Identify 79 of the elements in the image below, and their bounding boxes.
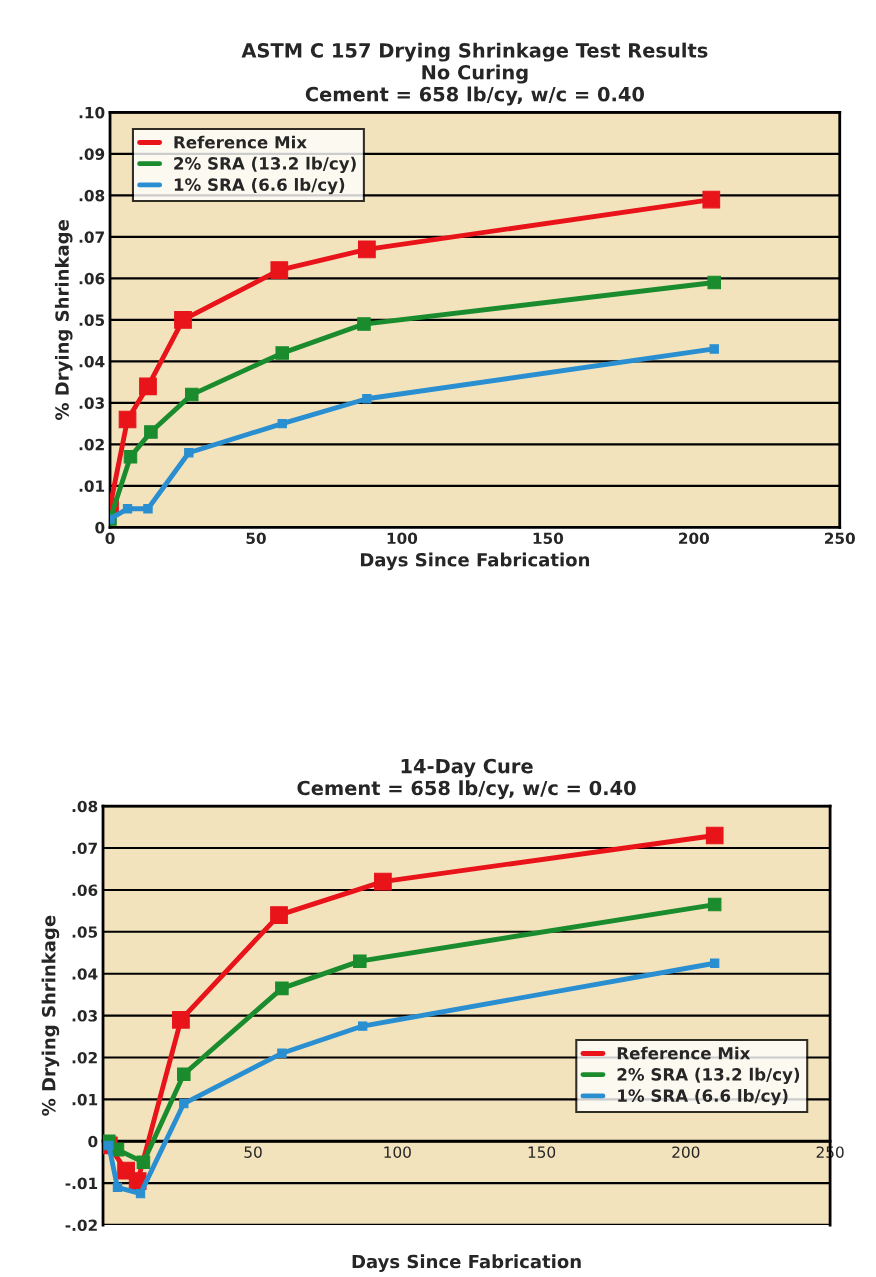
point [707, 275, 721, 290]
y-tick-label: .09 [79, 148, 105, 160]
point [136, 1155, 151, 1169]
x-tick-label: 200 [679, 532, 710, 545]
point [353, 954, 367, 968]
point [184, 387, 199, 402]
y-tick-label: .07 [79, 231, 104, 243]
y-tick-label: -.02 [65, 1219, 97, 1232]
legend-label: Reference Mix [617, 1046, 751, 1060]
x-tick-label: 50 [244, 1146, 262, 1158]
point [112, 1182, 123, 1193]
point [709, 344, 719, 354]
y-tick-label: .01 [79, 480, 105, 492]
y-axis-title: % Drying Shrinkage [41, 915, 60, 1116]
point [270, 261, 289, 279]
chart-title: 14-Day Cure [401, 758, 533, 778]
y-tick-label: .07 [72, 842, 97, 855]
point [123, 450, 138, 464]
legend-label: 2% SRA (13.2 lb/cy) [617, 1067, 800, 1085]
y-tick-label: .06 [72, 884, 98, 896]
legend-label: 1% SRA (6.6 lb/cy) [174, 178, 345, 195]
y-tick-label: .10 [79, 106, 105, 119]
x-tick-label: 0 [105, 532, 115, 545]
y-tick-label: .05 [72, 926, 98, 938]
y-tick-label: .08 [72, 800, 98, 813]
point [275, 346, 290, 360]
point [143, 504, 153, 514]
chart-subtitle: Cement = 658 lb/cy, w/c = 0.40 [297, 780, 636, 800]
x-tick-label: 150 [533, 532, 564, 545]
x-tick-label: 100 [384, 1146, 411, 1158]
point [358, 1021, 368, 1031]
point [374, 872, 392, 891]
chart-subtitle: No Curing Cement = 658 lb/cy, w/c = 0.40 [305, 64, 645, 106]
legend-label: 1% SRA (6.6 lb/cy) [618, 1089, 788, 1106]
point [357, 317, 371, 331]
y-tick-label: .04 [72, 968, 98, 980]
x-tick-label: 100 [387, 532, 418, 545]
y-tick-label: 0 [88, 1135, 98, 1148]
point [277, 1048, 287, 1058]
x-tick-label: 200 [672, 1146, 700, 1158]
point [172, 1010, 190, 1029]
point [707, 897, 722, 912]
x-tick-label: 250 [825, 532, 855, 545]
y-tick-label: .03 [79, 397, 104, 409]
y-axis-title: % Drying Shrinkage [54, 220, 73, 421]
x-tick-label: 50 [246, 532, 266, 545]
point [358, 240, 376, 259]
y-tick-label: .05 [79, 314, 105, 326]
y-tick-label: 0 [95, 521, 105, 534]
point [275, 981, 289, 996]
point [362, 394, 372, 404]
point [710, 958, 720, 968]
x-tick-label: 150 [528, 1146, 556, 1158]
point [118, 410, 137, 429]
point [174, 311, 192, 329]
x-axis-title: Days Since Fabrication [360, 552, 590, 571]
y-tick-label: .04 [79, 355, 105, 368]
y-tick-label: .02 [72, 1051, 97, 1064]
point [139, 377, 157, 396]
point [277, 418, 287, 429]
point [144, 425, 158, 439]
y-tick-label: .02 [79, 438, 104, 451]
point [177, 1067, 191, 1082]
legend-label: Reference Mix [174, 135, 307, 149]
chart-title: ASTM C 157 Drying Shrinkage Test Results [241, 42, 708, 62]
point [135, 1188, 146, 1199]
legend-label: 2% SRA (13.2 lb/cy) [174, 156, 356, 174]
point [702, 190, 721, 209]
y-tick-label: .08 [79, 189, 105, 202]
point [270, 906, 288, 924]
point [122, 504, 133, 514]
point [179, 1098, 189, 1109]
x-axis-title: Days Since Fabrication [352, 1254, 581, 1272]
y-tick-label: .01 [72, 1093, 98, 1106]
point [705, 826, 724, 845]
point [184, 448, 194, 458]
y-tick-label: .06 [79, 272, 105, 285]
y-tick-label: .03 [72, 1010, 97, 1022]
y-tick-label: -.01 [65, 1177, 98, 1190]
